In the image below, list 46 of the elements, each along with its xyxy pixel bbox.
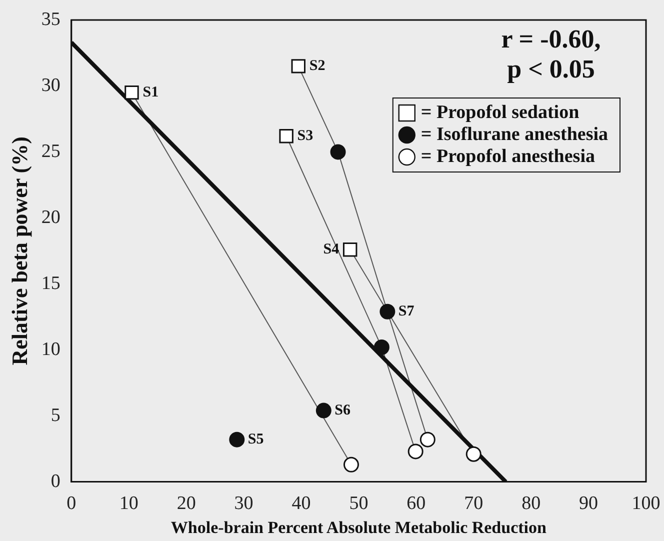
annotation: S6	[334, 402, 351, 418]
x-tick-label: 60	[406, 493, 426, 514]
point	[343, 456, 359, 472]
annotation: S5	[248, 431, 264, 448]
y-axis-title: Relative beta power (%)	[6, 136, 32, 366]
point	[229, 432, 245, 448]
y-tick-label: 10	[41, 338, 60, 360]
point	[408, 444, 424, 460]
point	[124, 85, 139, 100]
x-axis-title: Whole-brain Percent Absolute Metabolic Reduction	[170, 518, 548, 538]
legend-label: = Propofol sedation	[420, 102, 580, 123]
point	[316, 402, 332, 418]
x-tick-label: 30	[234, 493, 254, 514]
point	[291, 59, 306, 74]
x-tick-label: 10	[119, 493, 138, 514]
point	[342, 242, 358, 257]
point	[466, 446, 482, 462]
x-tick-label: 0	[66, 493, 76, 514]
x-tick-label: 70	[464, 493, 484, 514]
x-tick-label: 80	[522, 493, 541, 514]
annotation: S3	[297, 128, 314, 144]
x-tick-label: 20	[176, 493, 196, 514]
legend-label: = Propofol anesthesia	[420, 146, 596, 167]
annotation: S1	[142, 84, 159, 100]
annotation: S4	[323, 241, 340, 258]
annotation: p < 0.05	[507, 54, 595, 84]
x-tick-label: 90	[579, 493, 598, 514]
y-tick-label: 35	[41, 8, 60, 30]
y-tick-label: 5	[50, 404, 60, 426]
annotation: S7	[398, 303, 415, 320]
point	[420, 432, 436, 448]
annotation: r = -0.60,	[501, 24, 601, 54]
point	[374, 339, 390, 355]
y-tick-label: 15	[41, 272, 60, 294]
point	[380, 304, 396, 320]
x-tick-label: 40	[292, 493, 311, 514]
y-tick-label: 20	[41, 206, 60, 228]
x-tick-label: 100	[632, 493, 660, 514]
legend-label: = Isoflurane anesthesia	[420, 124, 608, 145]
y-tick-label: 25	[41, 140, 60, 162]
y-tick-label: 30	[41, 74, 60, 96]
y-tick-label: 0	[50, 470, 60, 492]
point	[330, 144, 346, 160]
point	[279, 128, 294, 144]
x-tick-label: 50	[349, 493, 368, 514]
annotation: S2	[309, 58, 326, 74]
